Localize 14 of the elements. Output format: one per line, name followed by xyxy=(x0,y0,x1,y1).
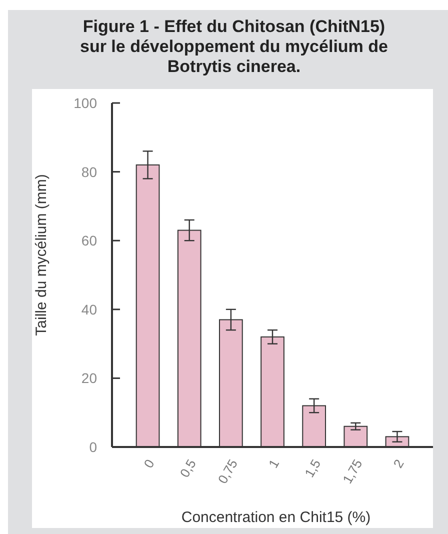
y-tick-label: 20 xyxy=(81,370,98,386)
x-tick-label: 0,5 xyxy=(176,456,199,480)
y-tick-label: 60 xyxy=(81,232,98,249)
y-tick-label: 100 xyxy=(74,95,98,111)
y-tick-label: 80 xyxy=(81,164,98,180)
y-axis-title: Taille du mycélium (mm) xyxy=(33,174,50,336)
x-tick-label: 2 xyxy=(390,456,407,470)
x-tick-label: 1 xyxy=(265,456,282,470)
x-axis-title: Concentration en Chit15 (%) xyxy=(181,509,371,526)
x-tick-label: 1,5 xyxy=(302,456,324,480)
y-tick-label: 0 xyxy=(89,439,98,455)
y-tick-label: 40 xyxy=(81,301,98,318)
x-tick-label: 0 xyxy=(140,456,158,470)
chart-title: Figure 1 - Effet du Chitosan (ChitN15) sur le développement du mycélium de Botrytis cinerea. xyxy=(80,17,388,76)
